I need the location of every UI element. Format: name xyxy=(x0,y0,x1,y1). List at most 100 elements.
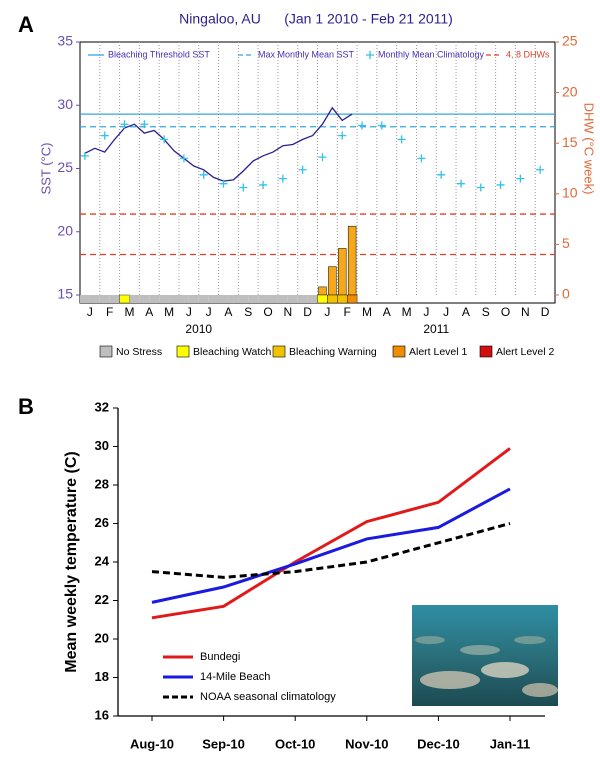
status-cell xyxy=(258,295,269,303)
climatology-marker xyxy=(179,154,188,163)
status-cell xyxy=(119,294,130,304)
x-tick-label: A xyxy=(462,305,470,319)
x-tick-label: F xyxy=(106,305,113,319)
climatology-marker xyxy=(239,183,248,192)
status-cell xyxy=(297,295,308,303)
status-cell xyxy=(346,294,358,304)
climatology-marker xyxy=(80,151,89,160)
x-tick-label: J xyxy=(87,305,93,319)
x-tick-label: N xyxy=(283,305,292,319)
x-tick-label: S xyxy=(244,305,252,319)
status-cell xyxy=(169,295,179,303)
y2-tick-label: 0 xyxy=(562,286,570,302)
status-cell xyxy=(178,295,189,303)
status-cell xyxy=(248,295,259,303)
x-tick-label: M xyxy=(124,305,134,319)
status-cell xyxy=(139,295,150,303)
climatology-marker xyxy=(100,131,109,140)
dhw-bar xyxy=(318,286,327,296)
x-tick-label: J xyxy=(443,305,449,319)
y-tick-label: 30 xyxy=(95,438,109,453)
y2-tick-label: 20 xyxy=(562,83,578,99)
dhw-bar xyxy=(328,266,337,296)
legend-label: 14-Mile Beach xyxy=(200,671,270,683)
x-tick-label: Aug-10 xyxy=(130,736,174,751)
alert-swatch xyxy=(479,345,493,358)
chart-title: Ningaloo, AU (Jan 1 2010 - Feb 21 2011) xyxy=(179,11,453,27)
climatology-marker xyxy=(536,165,545,174)
y-tick-label: 25 xyxy=(57,159,73,175)
x-tick-label: J xyxy=(186,305,192,319)
climatology-marker xyxy=(338,131,347,140)
x-tick-label: S xyxy=(482,305,490,319)
alert-label: Alert Level 2 xyxy=(496,346,555,358)
climatology-marker xyxy=(437,170,446,179)
y2-tick-label: 15 xyxy=(562,134,578,150)
y-tick-label: 20 xyxy=(95,630,109,645)
y-tick-label: 18 xyxy=(95,669,109,684)
status-cell xyxy=(317,294,328,304)
x-tick-label: J xyxy=(324,305,330,319)
y2-tick-label: 10 xyxy=(562,185,578,201)
year-label: 2010 xyxy=(185,322,212,336)
series-line xyxy=(151,522,511,579)
sst-line xyxy=(84,106,353,182)
y-axis-label: Mean weekly temperature (C) xyxy=(63,451,80,672)
x-tick-label: Dec-10 xyxy=(417,736,460,751)
climatology-marker xyxy=(496,180,505,189)
climatology-marker xyxy=(397,135,406,144)
climatology-marker xyxy=(358,121,367,130)
legend-marker xyxy=(366,51,374,59)
dhw-bar xyxy=(347,225,357,296)
legend-label: NOAA seasonal climatology xyxy=(200,691,336,703)
alert-swatch xyxy=(392,345,406,358)
dhw-bar xyxy=(338,248,347,296)
status-cell xyxy=(218,295,229,303)
status-cell xyxy=(238,295,249,303)
series-line xyxy=(151,487,511,604)
status-cell xyxy=(307,295,318,303)
climatology-marker xyxy=(120,120,129,129)
status-cell xyxy=(129,295,140,303)
climatology-marker xyxy=(377,121,386,130)
status-cell xyxy=(268,295,278,303)
x-tick-label: Sep-10 xyxy=(202,736,245,751)
y2-axis-label: DHW (°C week) xyxy=(582,103,597,195)
alert-label: Bleaching Watch xyxy=(193,346,272,358)
x-tick-label: N xyxy=(521,305,530,319)
climatology-marker xyxy=(219,179,228,188)
x-tick-label: A xyxy=(224,305,232,319)
status-cell xyxy=(80,295,90,303)
status-cell xyxy=(277,295,288,303)
x-tick-label: Jan-11 xyxy=(490,736,530,751)
climatology-marker xyxy=(417,154,426,163)
x-tick-label: M xyxy=(164,305,174,319)
photo xyxy=(412,605,558,706)
climatology-marker xyxy=(476,183,485,192)
status-cell xyxy=(287,295,298,303)
climatology-marker xyxy=(456,179,465,188)
legend-label: Max Monthly Mean SST xyxy=(258,49,355,59)
climatology-marker xyxy=(516,174,525,183)
legend-label: 4, 8 DHWs xyxy=(506,49,550,59)
status-cell xyxy=(188,295,199,303)
x-tick-label: M xyxy=(402,305,412,319)
y2-tick-label: 5 xyxy=(562,235,570,251)
alert-label: No Stress xyxy=(116,346,162,358)
y-tick-label: 35 xyxy=(57,33,73,49)
climatology-marker xyxy=(318,153,327,162)
x-tick-label: F xyxy=(344,305,351,319)
status-cell xyxy=(109,295,120,303)
climatology-marker xyxy=(259,180,268,189)
panel-label: B xyxy=(18,394,34,419)
legend-label: Bundegi xyxy=(200,651,240,663)
status-cell xyxy=(159,295,170,303)
x-tick-label: Nov-10 xyxy=(345,736,388,751)
y-tick-label: 15 xyxy=(57,286,73,302)
status-cell xyxy=(99,295,110,303)
x-tick-label: D xyxy=(303,305,312,319)
x-tick-label: O xyxy=(501,305,510,319)
y-tick-label: 28 xyxy=(95,476,109,491)
y-tick-label: 30 xyxy=(57,96,73,112)
status-cell xyxy=(337,294,348,304)
